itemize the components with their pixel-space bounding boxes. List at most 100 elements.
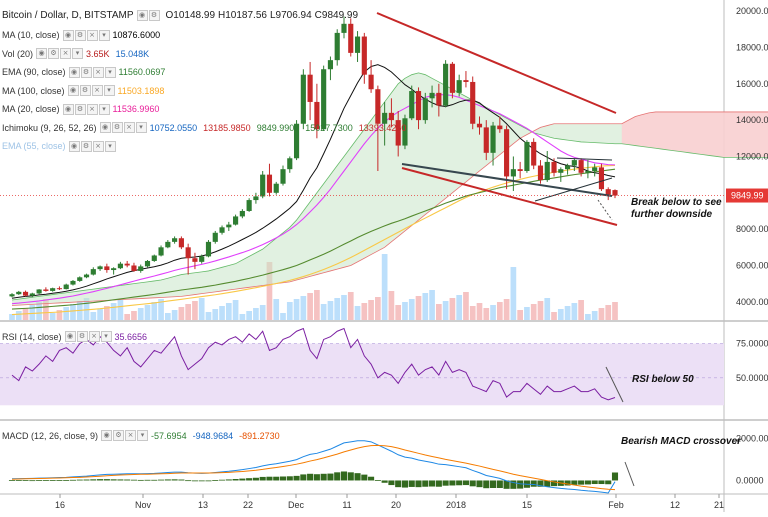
- eye-icon[interactable]: ◉: [62, 103, 74, 115]
- legend-row: EMA (90, close) ◉ ⚙ × ▾ 11560.0697: [2, 65, 171, 79]
- legend-value: 10876.6000: [112, 30, 161, 40]
- close-icon[interactable]: ×: [91, 85, 103, 96]
- candle-body: [517, 169, 523, 171]
- settings-icon[interactable]: ⚙: [74, 29, 86, 41]
- candle-body: [564, 165, 571, 170]
- settings-icon[interactable]: ⚙: [74, 103, 86, 115]
- candle: [361, 32, 367, 84]
- candle-body: [233, 216, 239, 225]
- time-tick-label: 2018: [446, 500, 466, 510]
- macd-hist-bar: [42, 480, 49, 481]
- volume-bar: [375, 297, 381, 320]
- more-icon[interactable]: ▾: [137, 430, 149, 441]
- legend-controls: ◉ ⚙ × ▾: [99, 122, 147, 133]
- candle: [16, 290, 22, 295]
- volume-bar: [137, 308, 144, 320]
- eye-icon[interactable]: ◉: [68, 140, 80, 152]
- eye-icon[interactable]: ◉: [68, 66, 80, 78]
- legend-controls: ◉ ⚙ × ▾: [67, 85, 115, 96]
- volume-bar: [131, 311, 137, 320]
- support-trendline: [401, 163, 613, 197]
- more-icon[interactable]: ▾: [104, 140, 116, 152]
- close-icon[interactable]: ×: [92, 66, 104, 78]
- candle: [585, 160, 591, 179]
- close-icon[interactable]: ×: [60, 48, 72, 59]
- more-icon[interactable]: ▾: [100, 331, 112, 342]
- eye-icon[interactable]: ◉: [101, 430, 113, 441]
- volume-bar: [273, 299, 280, 320]
- legend-label: MA (20, close): [2, 104, 60, 114]
- legend-value: 11503.1898: [117, 85, 165, 96]
- time-tick-label: Nov: [135, 500, 152, 510]
- eye-icon[interactable]: ◉: [99, 122, 111, 133]
- candle: [165, 240, 171, 249]
- volume-bar: [578, 300, 584, 320]
- macd-hist-bar: [456, 480, 463, 486]
- eye-icon[interactable]: ◉: [36, 48, 48, 59]
- more-icon[interactable]: ▾: [103, 85, 115, 96]
- candle-body: [490, 125, 496, 153]
- close-icon[interactable]: ×: [88, 331, 100, 342]
- more-icon[interactable]: ▾: [135, 122, 147, 133]
- candle: [544, 151, 550, 182]
- candle-body: [415, 91, 422, 121]
- macd-hist-bar: [8, 480, 16, 481]
- settings-icon[interactable]: ⚙: [80, 140, 92, 152]
- candle-body: [22, 291, 29, 296]
- eye-icon[interactable]: ◉: [136, 9, 148, 21]
- more-icon[interactable]: ▾: [72, 48, 84, 59]
- rsi-controls: ◉ ⚙ × ▾: [64, 331, 112, 342]
- candle-body: [219, 227, 225, 233]
- more-icon[interactable]: ▾: [104, 66, 116, 78]
- eye-icon[interactable]: ◉: [62, 29, 74, 41]
- settings-icon[interactable]: ⚙: [79, 85, 91, 96]
- volume-bar: [449, 298, 456, 320]
- macd-hist-bar: [517, 480, 524, 489]
- candle: [219, 225, 225, 235]
- macd-hist-bar: [97, 479, 104, 481]
- more-icon[interactable]: ▾: [98, 29, 110, 41]
- ohlc-low: L9706.94: [269, 9, 312, 21]
- close-icon[interactable]: ×: [125, 430, 137, 441]
- candle: [564, 163, 571, 175]
- candle: [497, 116, 503, 133]
- candle: [178, 236, 184, 250]
- volume-bar: [496, 302, 503, 320]
- more-icon[interactable]: ▾: [98, 103, 110, 115]
- settings-icon[interactable]: ⚙: [76, 331, 88, 342]
- volume-bar: [124, 314, 131, 320]
- volume-bar: [9, 314, 15, 320]
- close-icon[interactable]: ×: [86, 103, 98, 115]
- candle: [172, 236, 178, 244]
- candle: [483, 120, 489, 161]
- legend-label: EMA (55, close): [2, 141, 66, 151]
- settings-icon[interactable]: ⚙: [148, 9, 160, 21]
- symbol-controls: ◉ ⚙: [136, 9, 160, 21]
- volume-bar: [15, 311, 22, 320]
- ohlc-close: C9849.99: [314, 9, 359, 21]
- eye-icon[interactable]: ◉: [67, 85, 79, 96]
- symbol-row: Bitcoin / Dollar, D, BITSTAMP ◉ ⚙ O10148…: [2, 8, 358, 22]
- candle-body: [56, 288, 63, 290]
- candle: [429, 85, 435, 108]
- macd-hist-bar: [300, 474, 307, 481]
- volume-bar: [381, 254, 388, 320]
- settings-icon[interactable]: ⚙: [48, 48, 60, 59]
- candle: [558, 167, 564, 182]
- macd-hist-bar: [246, 478, 253, 481]
- candle: [476, 116, 483, 135]
- candle-body: [470, 81, 476, 124]
- close-icon[interactable]: ×: [92, 140, 104, 152]
- candle-body: [429, 92, 435, 99]
- volume-bar: [266, 262, 273, 320]
- close-icon[interactable]: ×: [123, 122, 135, 133]
- legend-label: MA (100, close): [2, 85, 65, 96]
- eye-icon[interactable]: ◉: [64, 331, 76, 342]
- settings-icon[interactable]: ⚙: [113, 430, 125, 441]
- rsi-legend-label: RSI (14, close): [2, 331, 62, 342]
- close-icon[interactable]: ×: [86, 29, 98, 41]
- candle-body: [300, 74, 306, 124]
- settings-icon[interactable]: ⚙: [111, 122, 123, 133]
- settings-icon[interactable]: ⚙: [80, 66, 92, 78]
- volume-bar: [517, 310, 523, 320]
